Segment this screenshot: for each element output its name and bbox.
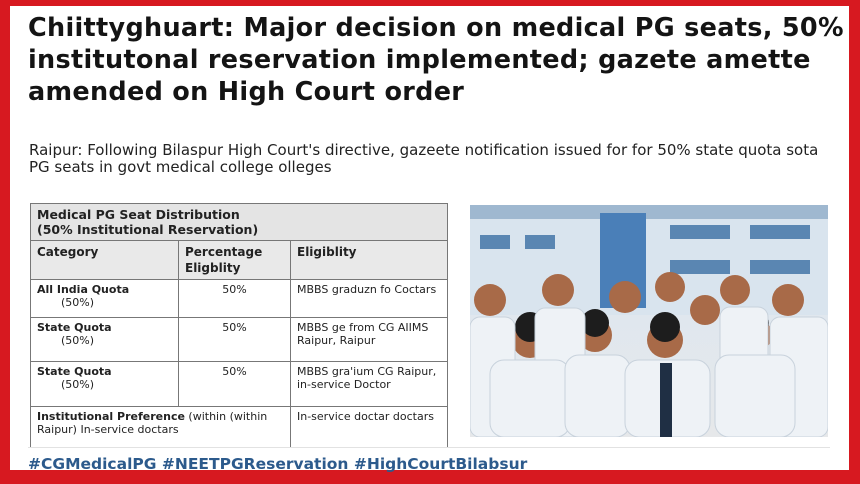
table-title-line1: Medical PG Seat Distribution — [37, 207, 240, 222]
category-cell: Institutional Preference (within (within… — [30, 406, 291, 448]
sky — [470, 205, 828, 219]
lede-text: Raipur: Following Bilaspur High Court's … — [29, 141, 819, 176]
category-name: State Quota — [37, 365, 112, 378]
eligibility-cell: MBBS gra'ium CG Raipur, in-service Docto… — [290, 361, 448, 407]
category-name: State Quota — [37, 321, 112, 334]
category-name: All India Quota — [37, 283, 130, 296]
percent-cell: 50% — [178, 361, 291, 407]
category-cell: State Quota (50%) — [30, 361, 179, 407]
header-category: Category — [30, 240, 179, 280]
news-card: Chiittyghuart: Major decision on medical… — [10, 6, 849, 473]
table-row: All India Quota (50%) 50% MBBS graduzn fo… — [30, 279, 448, 318]
header-eligibility: Eligiblity — [290, 240, 448, 280]
table-title: Medical PG Seat Distribution (50% Institu… — [30, 203, 448, 241]
category-name: Institutional Preference — [37, 410, 185, 423]
table-row: State Quota (50%) 50% MBBS gra'ium CG Rai… — [30, 361, 448, 407]
category-share: (50%) — [61, 378, 95, 391]
hashtags: #CGMedicalPG #NEETPGReservation #HighCou… — [28, 455, 528, 473]
category-cell: State Quota (50%) — [30, 317, 179, 362]
headline: Chiittyghuart: Major decision on medical… — [28, 13, 844, 107]
table-row: State Quota (50%) 50% MBBS ge from CG AII… — [30, 317, 448, 362]
category-share: (50%) — [61, 296, 95, 309]
seat-distribution-table: Medical PG Seat Distribution (50% Institu… — [30, 203, 448, 448]
percent-cell: 50% — [178, 279, 291, 318]
percent-cell: 50% — [178, 317, 291, 362]
doctors-photo — [470, 205, 828, 437]
header-percentage: Percentage Eligblity — [178, 240, 291, 280]
table-title-line2: (50% Institutional Reservation) — [37, 222, 259, 237]
category-detail: (within (within Raipur) In-service docta… — [37, 410, 268, 436]
divider — [28, 447, 830, 448]
category-cell: All India Quota (50%) — [30, 279, 179, 318]
eligibility-cell: MBBS ge from CG AIIMS Raipur, Raipur — [290, 317, 448, 362]
table-row: Institutional Preference (within (within… — [30, 406, 448, 448]
eligibility-cell: In-service doctar doctars — [290, 406, 448, 448]
doctors — [470, 272, 828, 437]
eligibility-cell: MBBS graduzn fo Coctars — [290, 279, 448, 318]
doctors-group-illustration — [470, 205, 828, 437]
building-windows — [480, 225, 810, 274]
category-share: (50%) — [61, 334, 95, 347]
